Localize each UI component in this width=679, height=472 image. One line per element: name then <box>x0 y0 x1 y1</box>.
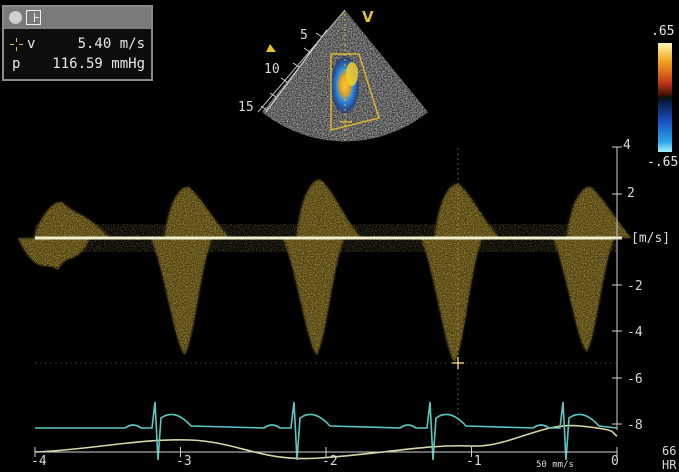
orientation-marker: V <box>362 8 374 26</box>
time-tick-neg3: -3 <box>176 454 192 469</box>
time-tick-neg1: -1 <box>466 454 482 469</box>
pressure-label: p <box>12 56 21 72</box>
readout-header <box>4 7 151 29</box>
velocity-tick-neg8: -8 <box>627 418 643 433</box>
sweep-speed: 50 mm/s <box>536 460 574 470</box>
ecg-trace <box>35 401 618 461</box>
velocity-tick-neg6: -6 <box>627 372 643 387</box>
heart-rate-value: 66 <box>662 444 677 458</box>
diastolic-glow-3 <box>296 179 362 238</box>
color-scale-min-label: -.65 <box>647 155 679 170</box>
systolic-glow-3 <box>283 238 345 355</box>
velocity-measurement-cursor[interactable] <box>452 357 464 369</box>
color-scale-negative <box>658 100 672 152</box>
heart-rate-unit: HR <box>662 458 677 472</box>
color-velocity-scale <box>658 43 672 152</box>
depth-label-10: 10 <box>264 62 280 77</box>
velocity-unit: [m/s] <box>631 231 671 246</box>
spectral-doppler-panel <box>18 145 632 461</box>
systolic-glow-2 <box>151 238 213 355</box>
velocity-axis <box>612 146 622 430</box>
color-box <box>330 53 380 131</box>
cursor-crosshair-icon <box>10 38 23 51</box>
diastolic-glow-4 <box>434 183 500 238</box>
depth-label-15: 15 <box>238 100 254 115</box>
time-tick-neg4: -4 <box>31 454 47 469</box>
systolic-glow-5 <box>553 238 615 352</box>
time-tick-neg2: -2 <box>322 454 338 469</box>
sector-image <box>257 9 428 142</box>
time-axis <box>34 447 618 457</box>
record-indicator-icon <box>9 11 22 24</box>
velocity-value: 5.40 m/s <box>77 36 145 52</box>
depth-label-5: 5 <box>300 28 308 43</box>
patient-marker-icon <box>26 10 41 25</box>
time-tick-0: 0 <box>611 454 619 469</box>
systolic-glow-1 <box>18 238 90 270</box>
velocity-tick-neg4: -4 <box>627 325 643 340</box>
velocity-tick-2: 2 <box>627 186 635 201</box>
diastolic-glow-2 <box>164 186 230 238</box>
velocity-label: v <box>27 36 36 52</box>
diastolic-glow-5 <box>566 186 632 238</box>
doppler-spectra-envelope <box>18 179 632 362</box>
focus-marker-icon <box>266 44 276 52</box>
systolic-glow-4 <box>421 238 483 362</box>
color-scale-max-label: .65 <box>651 24 675 39</box>
color-flow-core <box>346 62 358 86</box>
velocity-tick-4: 4 <box>623 138 631 153</box>
depth-scale <box>260 29 328 113</box>
diastolic-glow-1 <box>34 201 110 238</box>
color-scale-positive <box>658 43 672 96</box>
velocity-tick-neg2: -2 <box>627 279 643 294</box>
pressure-value: 116.59 mmHg <box>52 56 145 72</box>
measurement-readout-panel: v 5.40 m/s p 116.59 mmHg <box>2 5 153 81</box>
